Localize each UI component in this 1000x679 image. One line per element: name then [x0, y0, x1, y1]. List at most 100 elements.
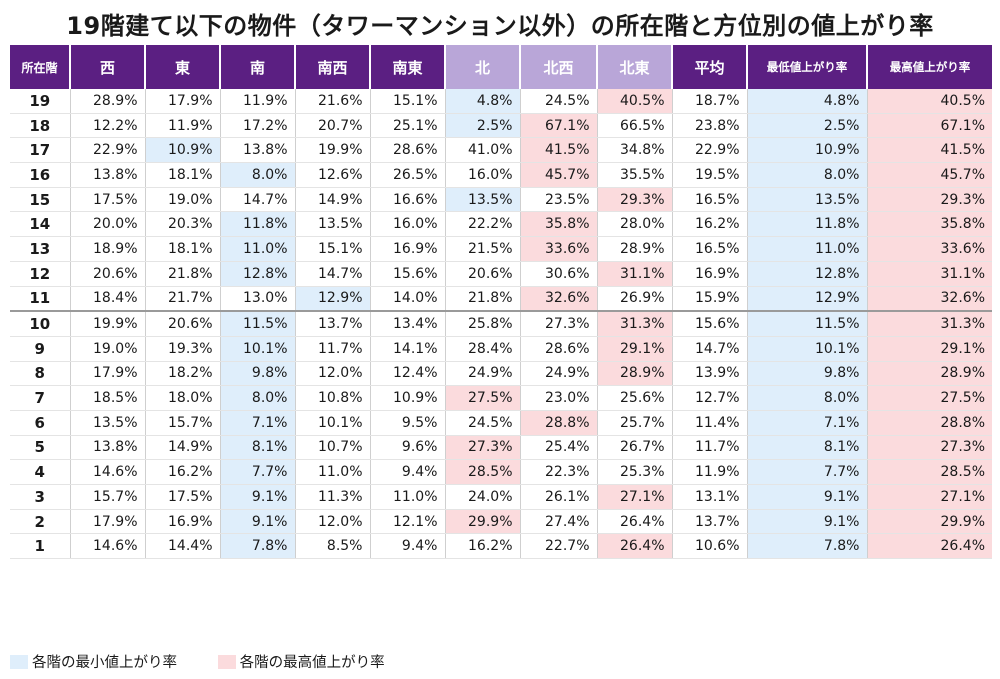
floor-cell: 14 [10, 211, 70, 238]
value-cell: 25.4% [519, 435, 597, 461]
value-cell: 13.9% [671, 361, 747, 387]
value-cell: 14.9% [144, 435, 220, 461]
value-cell: 41.5% [866, 137, 992, 164]
column-header: 所在階 [10, 45, 70, 89]
value-cell: 11.4% [671, 410, 747, 436]
value-cell: 16.9% [671, 261, 747, 287]
table-row: 4 14.6% 16.2% 7.7% 11.0% 9.4% 28.5% 22.3% 25.3% 1… [10, 459, 992, 485]
value-cell: 7.8% [219, 533, 295, 560]
value-cell: 13.5% [746, 187, 867, 213]
table-row: 14 20.0% 20.3% 11.8% 13.5% 16.0% 22.2% 35.8% 28.… [10, 211, 992, 238]
value-cell: 19.9% [69, 310, 145, 337]
table-row: 8 17.9% 18.2% 9.8% 12.0% 12.4% 24.9% 24.9% 28.9%… [10, 361, 992, 387]
value-cell: 10.1% [746, 336, 867, 362]
value-cell: 18.1% [144, 162, 220, 188]
value-cell: 9.1% [746, 484, 867, 510]
value-cell: 9.1% [746, 509, 867, 535]
value-cell: 7.8% [746, 533, 867, 560]
legend-swatch-max [217, 655, 236, 669]
value-cell: 14.0% [369, 286, 445, 312]
value-cell: 15.7% [69, 484, 145, 510]
column-header: 北東 [596, 45, 672, 89]
value-cell: 15.1% [369, 89, 445, 114]
data-table: 所在階西東南南西 南東北北西 北東 平均 最低値上がり率 最高値上がり率 19 28.9% 1… [10, 45, 992, 560]
value-cell: 10.7% [294, 435, 370, 461]
value-cell: 17.5% [144, 484, 220, 510]
value-cell: 9.8% [219, 361, 295, 387]
value-cell: 9.1% [219, 509, 295, 535]
value-cell: 8.0% [219, 162, 295, 188]
table-row: 5 13.8% 14.9% 8.1% 10.7% 9.6% 27.3% 25.4% 26.7% 1… [10, 435, 992, 461]
value-cell: 40.5% [596, 89, 672, 114]
value-cell: 29.3% [866, 187, 992, 213]
value-cell: 18.1% [144, 236, 220, 262]
column-header: 北西 [519, 45, 597, 89]
value-cell: 26.1% [519, 484, 597, 510]
value-cell: 9.1% [219, 484, 295, 510]
value-cell: 18.7% [671, 89, 747, 114]
value-cell: 15.1% [294, 236, 370, 262]
table-row: 13 18.9% 18.1% 11.0% 15.1% 16.9% 21.5% 33.6% 28.… [10, 236, 992, 262]
column-header: 北 [444, 45, 520, 89]
value-cell: 15.6% [671, 310, 747, 337]
legend-label-max: 各階の最高値上がり率 [239, 655, 385, 671]
value-cell: 32.6% [519, 286, 597, 312]
value-cell: 7.7% [746, 459, 867, 485]
value-cell: 27.3% [519, 310, 597, 337]
floor-cell: 19 [10, 89, 70, 114]
value-cell: 41.0% [444, 137, 520, 164]
value-cell: 10.8% [294, 385, 370, 411]
value-cell: 9.4% [369, 459, 445, 485]
value-cell: 12.4% [369, 361, 445, 387]
value-cell: 28.9% [596, 236, 672, 262]
table-row: 15 17.5% 19.0% 14.7% 14.9% 16.6% 13.5% 23.5% 29.… [10, 187, 992, 213]
value-cell: 27.1% [596, 484, 672, 510]
value-cell: 31.1% [866, 261, 992, 287]
floor-cell: 5 [10, 435, 70, 461]
table-row: 18 12.2% 11.9% 17.2% 20.7% 25.1% 2.5% 67.1% 66.5… [10, 113, 992, 139]
value-cell: 24.5% [444, 410, 520, 436]
value-cell: 40.5% [866, 89, 992, 114]
floor-cell: 16 [10, 162, 70, 188]
value-cell: 28.4% [444, 336, 520, 362]
value-cell: 45.7% [519, 162, 597, 188]
value-cell: 12.9% [746, 286, 867, 312]
value-cell: 13.8% [69, 435, 145, 461]
value-cell: 16.9% [144, 509, 220, 535]
value-cell: 27.1% [866, 484, 992, 510]
value-cell: 11.7% [294, 336, 370, 362]
value-cell: 11.0% [746, 236, 867, 262]
value-cell: 24.5% [519, 89, 597, 114]
floor-cell: 8 [10, 361, 70, 387]
value-cell: 22.7% [519, 533, 597, 560]
floor-cell: 4 [10, 459, 70, 485]
value-cell: 8.0% [746, 162, 867, 188]
value-cell: 4.8% [746, 89, 867, 114]
value-cell: 13.5% [69, 410, 145, 436]
value-cell: 13.5% [294, 211, 370, 238]
floor-cell: 2 [10, 509, 70, 535]
floor-cell: 18 [10, 113, 70, 139]
floor-cell: 1 [10, 533, 70, 560]
value-cell: 35.8% [519, 211, 597, 238]
value-cell: 17.9% [69, 509, 145, 535]
value-cell: 13.5% [444, 187, 520, 213]
table-row: 9 19.0% 19.3% 10.1% 11.7% 14.1% 28.4% 28.6% 29.1… [10, 336, 992, 362]
value-cell: 24.9% [444, 361, 520, 387]
value-cell: 14.6% [69, 533, 145, 560]
value-cell: 13.8% [69, 162, 145, 188]
floor-cell: 12 [10, 261, 70, 287]
floor-cell: 13 [10, 236, 70, 262]
value-cell: 35.8% [866, 211, 992, 238]
value-cell: 9.5% [369, 410, 445, 436]
value-cell: 18.0% [144, 385, 220, 411]
value-cell: 13.7% [671, 509, 747, 535]
value-cell: 21.6% [294, 89, 370, 114]
value-cell: 17.9% [144, 89, 220, 114]
value-cell: 33.6% [519, 236, 597, 262]
table-row: 1 14.6% 14.4% 7.8% 8.5% 9.4% 16.2% 22.7% 26.4% 10… [10, 533, 992, 560]
value-cell: 12.0% [294, 361, 370, 387]
value-cell: 26.7% [596, 435, 672, 461]
value-cell: 13.7% [294, 310, 370, 337]
value-cell: 9.4% [369, 533, 445, 560]
